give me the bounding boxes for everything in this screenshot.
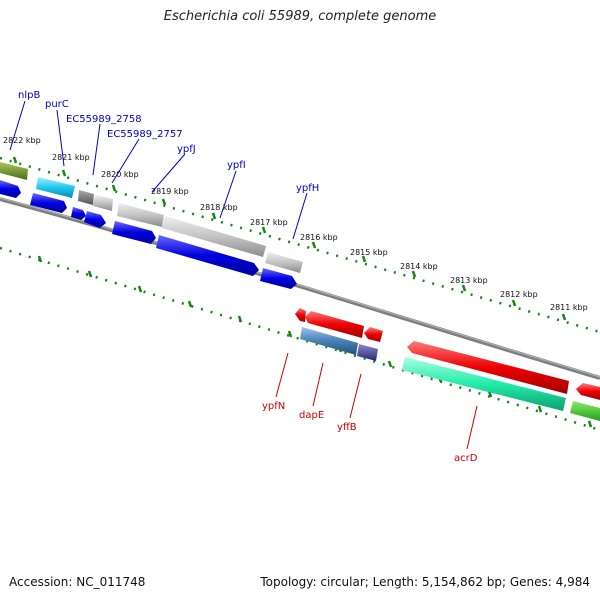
gene-label-nlpB: nlpB (18, 90, 40, 101)
reverse-strand-genes (295, 308, 600, 421)
gene-green-arrow[interactable] (570, 401, 600, 421)
gene-arrow-blue[interactable] (84, 211, 106, 228)
gene-ypfJ-arrow[interactable] (117, 203, 164, 227)
upper-tick-row (0, 156, 600, 334)
topology-text: Topology: circular; Length: 5,154,862 bp… (260, 575, 590, 589)
gene-arrow-blue[interactable] (112, 221, 156, 244)
forward-blue-genes (0, 180, 297, 289)
gene-label-ypfH: ypfH (296, 183, 319, 194)
kbp-label: 2815 kbp (350, 248, 388, 257)
gene-label-ypfJ: ypfJ (177, 144, 196, 155)
gene-arrow-blue[interactable] (260, 268, 297, 289)
accession-text: Accession: NC_011748 (9, 575, 146, 589)
kbp-label: 2816 kbp (300, 233, 338, 242)
gene-arrow-blue[interactable] (0, 180, 21, 198)
gene-ypfH-arrow[interactable] (265, 252, 303, 273)
gene-red-arrow[interactable] (576, 383, 600, 400)
kbp-label: 2821 kbp (52, 153, 90, 162)
gene-label-ec55989-2758: EC55989_2758 (66, 114, 142, 125)
kbp-label: 2818 kbp (200, 203, 238, 212)
gene-yffB-arrow[interactable] (357, 344, 378, 361)
gene-arrow-blue[interactable] (71, 207, 86, 220)
gene-red-arrow[interactable] (305, 311, 364, 338)
gene-ec55989-2757-arrow[interactable] (93, 195, 113, 211)
forward-gene-labels (9, 100, 308, 240)
gene-label-purC: purC (45, 99, 69, 110)
reverse-gene-labels (275, 352, 478, 450)
kbp-label: 2813 kbp (450, 276, 488, 285)
gene-mint-arrow[interactable] (402, 357, 566, 411)
gene-ypfN-arrow[interactable] (295, 308, 306, 322)
gene-acrD-arrow[interactable] (407, 341, 569, 394)
kbp-label: 2820 kbp (101, 170, 139, 179)
genome-backbone (0, 197, 600, 380)
kbp-label: 2817 kbp (250, 218, 288, 227)
kbp-labels: 2822 kbp 2821 kbp 2820 kbp 2819 kbp 2818… (3, 136, 588, 312)
gene-ypfI-arrow[interactable] (162, 216, 266, 257)
kbp-label: 2814 kbp (400, 262, 438, 271)
major-ticks-upper (12, 156, 567, 321)
gene-label-dapE: dapE (299, 410, 324, 421)
gene-label-yffB: yffB (337, 422, 357, 433)
kbp-label: 2819 kbp (151, 187, 189, 196)
gene-purC-arrow[interactable] (36, 177, 75, 198)
gene-dapE-arrow[interactable] (300, 327, 358, 355)
gene-arrow-blue[interactable] (30, 193, 67, 213)
kbp-label: 2822 kbp (3, 136, 41, 145)
gene-label-acrD: acrD (454, 453, 478, 464)
kbp-label: 2811 kbp (550, 303, 588, 312)
gene-label-ypfN: ypfN (262, 401, 285, 412)
gene-nlpB-arrow[interactable] (0, 162, 28, 180)
forward-strand-genes (0, 162, 303, 273)
gene-label-ypfI: ypfI (227, 160, 246, 171)
kbp-label: 2812 kbp (500, 290, 538, 299)
gene-ec55989-2758-arrow[interactable] (78, 190, 94, 205)
gene-label-ec55989-2757: EC55989_2757 (107, 129, 183, 140)
map-title: Escherichia coli 55989, complete genome (163, 9, 437, 24)
gene-red-arrow[interactable] (364, 327, 383, 342)
gene-arrow-blue[interactable] (156, 235, 259, 276)
